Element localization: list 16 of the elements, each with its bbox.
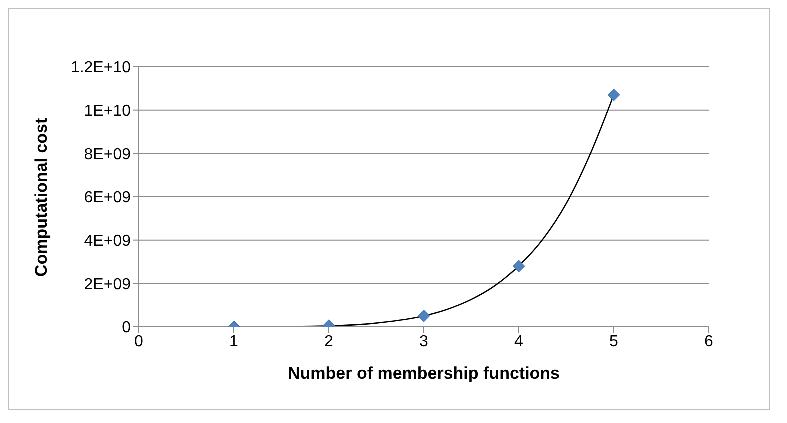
y-tick-label: 0 <box>122 320 132 337</box>
x-tick-label: 1 <box>230 333 239 350</box>
y-tick-label: 4E+09 <box>84 233 132 250</box>
y-tick-label: 1E+10 <box>84 103 132 120</box>
y-tick-label: 1.2E+10 <box>70 60 132 77</box>
x-tick-label: 3 <box>420 333 429 350</box>
x-tick-label: 2 <box>324 333 334 350</box>
x-tick-label: 5 <box>610 333 619 350</box>
y-tick-label: 8E+09 <box>84 146 132 164</box>
x-axis-title: Number of membership functions <box>288 364 560 383</box>
x-tick-label: 6 <box>704 333 714 350</box>
x-tick-label: 0 <box>134 333 144 350</box>
y-tick-label: 6E+09 <box>84 190 132 207</box>
x-tick-label: 4 <box>514 333 524 350</box>
y-axis-title: Computational cost <box>32 118 52 277</box>
y-tick-label: 2E+09 <box>84 276 132 294</box>
